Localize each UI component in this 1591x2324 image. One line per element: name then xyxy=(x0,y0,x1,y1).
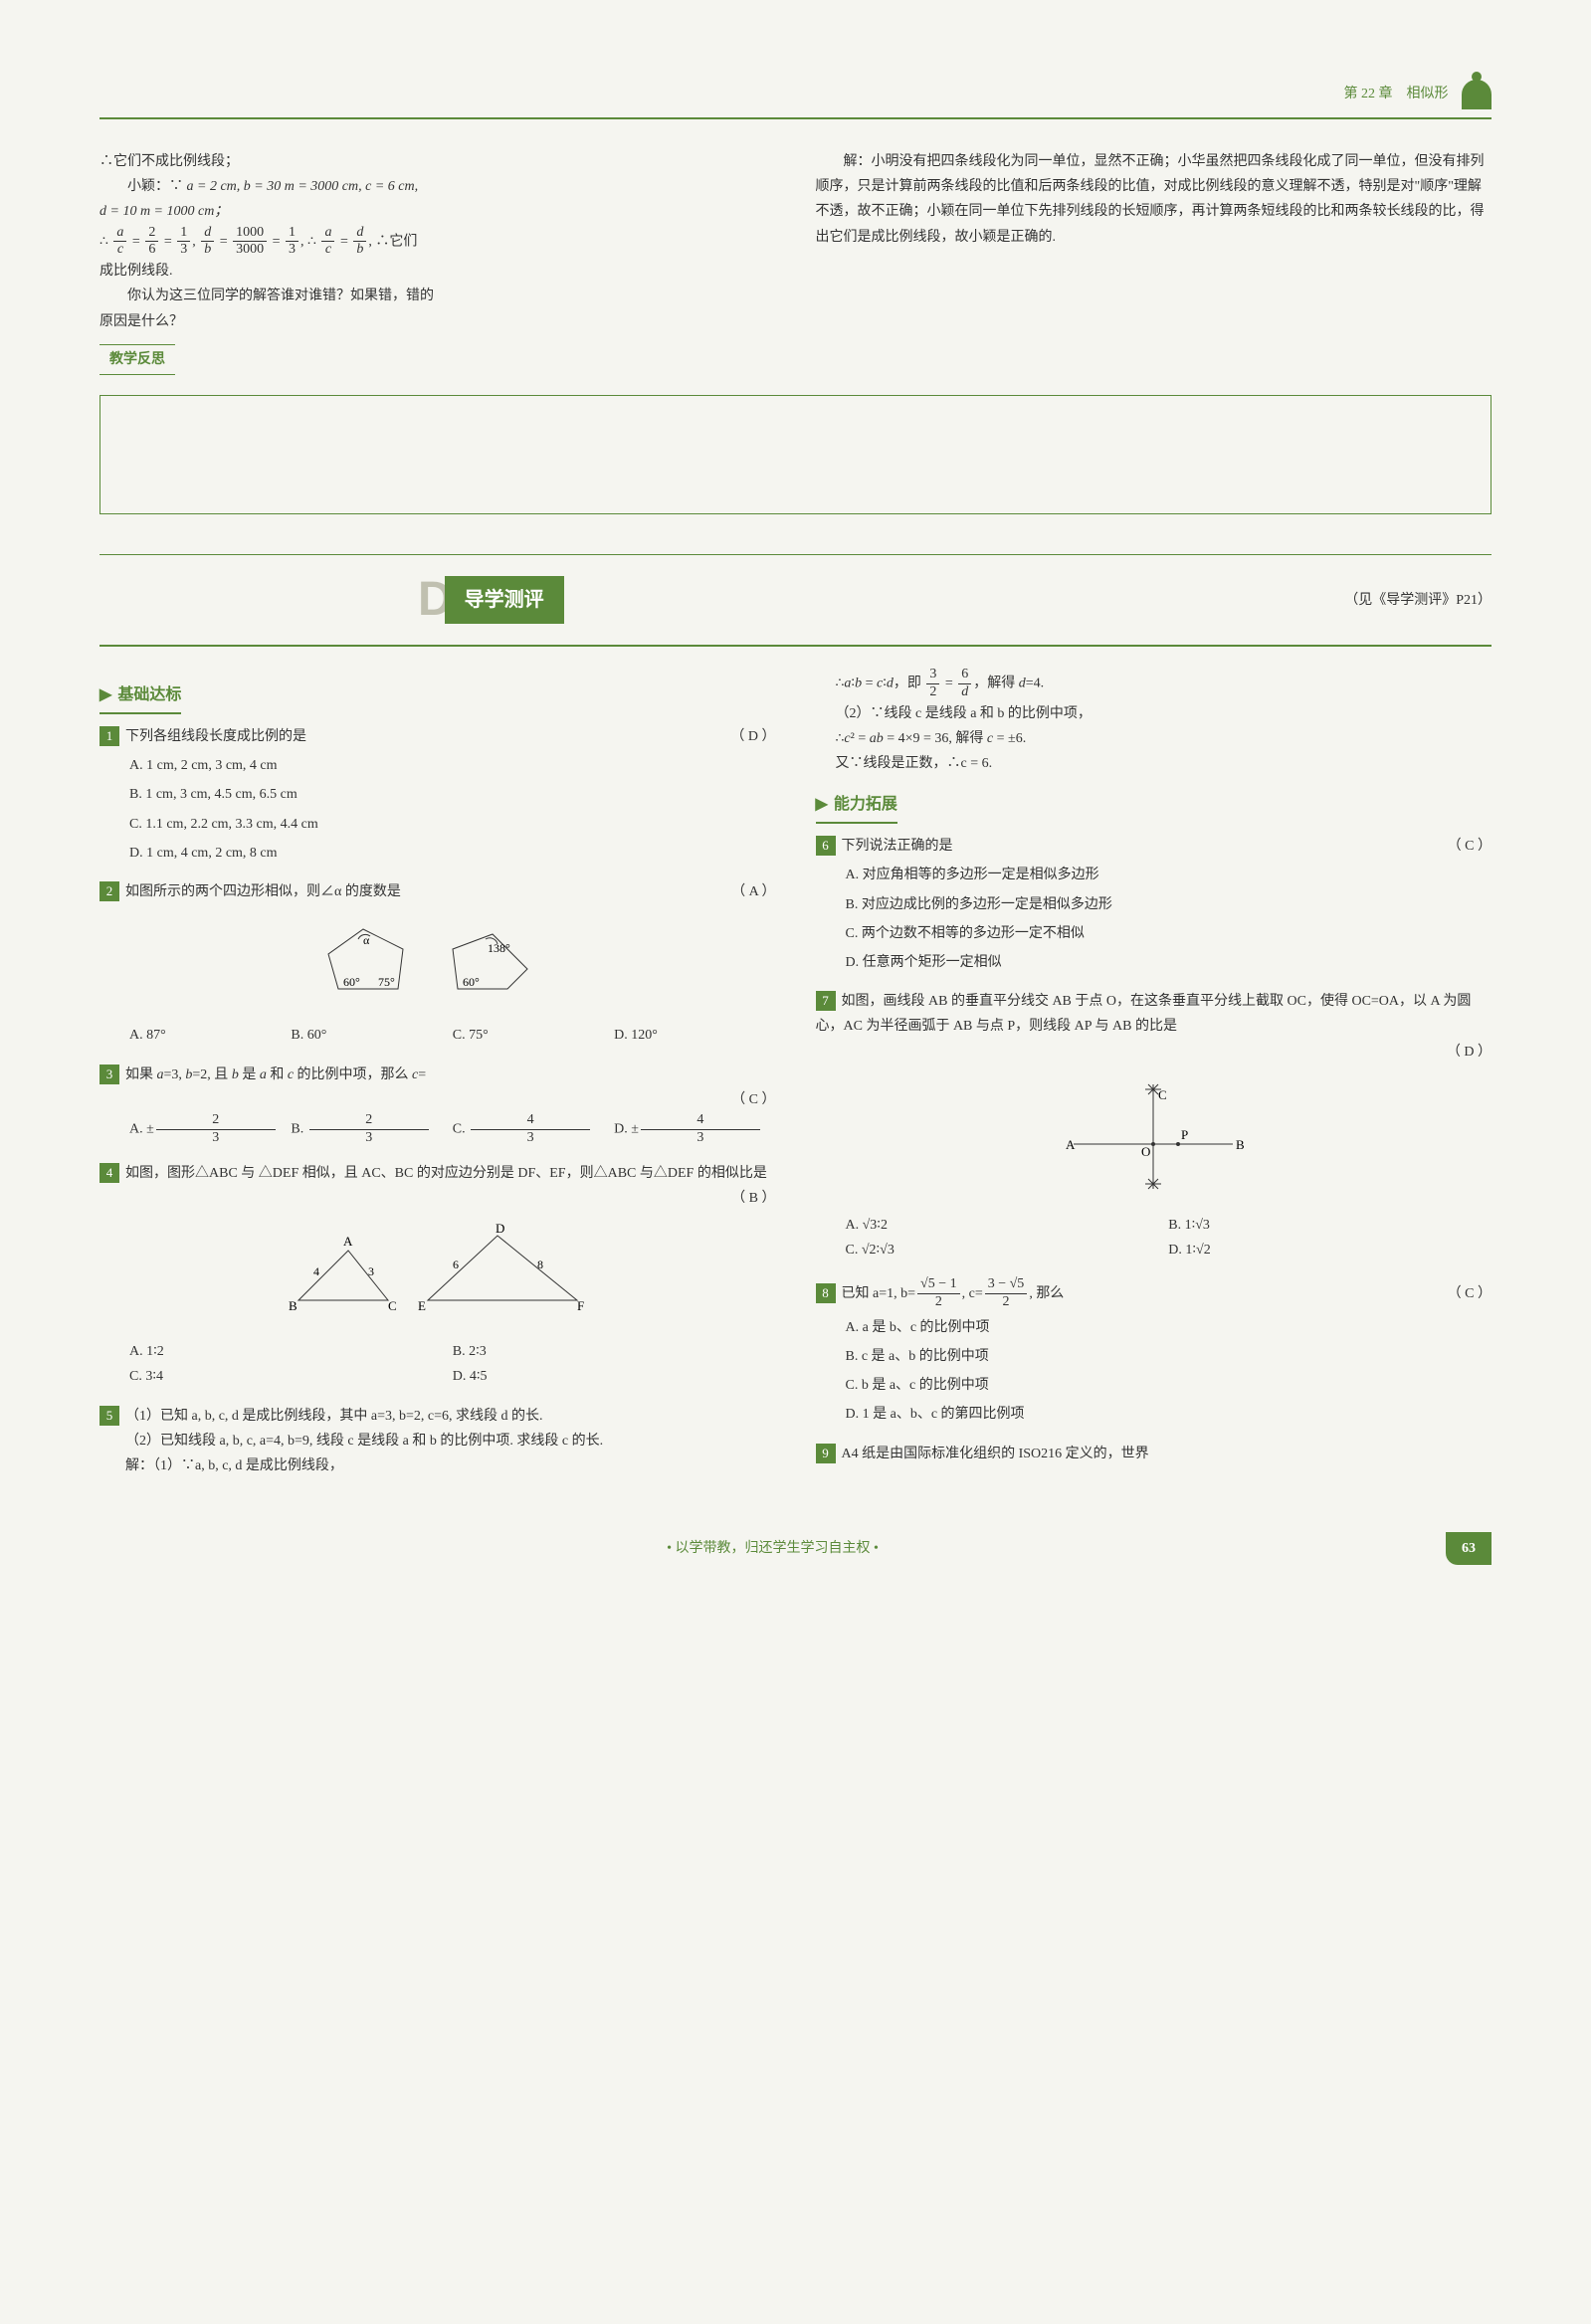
q4-opts: A. 1∶2 B. 2∶3 xyxy=(99,1339,776,1364)
tl-line5: 成比例线段. xyxy=(99,259,776,284)
banner-title: 导学测评 xyxy=(445,576,564,624)
svg-text:60°: 60° xyxy=(343,975,360,989)
tl-line3: d = 10 m = 1000 cm； xyxy=(99,199,776,224)
chapter-title: 第 22 章 相似形 xyxy=(1344,87,1449,101)
svg-text:6: 6 xyxy=(453,1258,459,1271)
q2: 2 如图所示的两个四边形相似，则∠α 的度数是 （ A ） 60° 75° α 1… xyxy=(99,879,776,1049)
svg-text:A: A xyxy=(1066,1137,1076,1152)
svg-text:75°: 75° xyxy=(378,975,395,989)
svg-text:3: 3 xyxy=(368,1264,374,1278)
footer: • 以学带教，归还学生学习自主权 • 63 xyxy=(99,1532,1492,1565)
q7-num: 7 xyxy=(816,991,836,1011)
reflection-box xyxy=(99,395,1492,514)
exercises: 基础达标 1 下列各组线段长度成比例的是 （ D ） A. 1 cm, 2 cm,… xyxy=(99,667,1492,1492)
q3-opts: A. ±23 B. 23 C. 43 D. ±43 xyxy=(99,1112,776,1147)
q9-num: 9 xyxy=(816,1444,836,1463)
section-banner: D 导学测评 （见《导学测评》P21） xyxy=(99,554,1492,647)
svg-text:B: B xyxy=(1236,1137,1245,1152)
q3-text: 如果 a=3, b=2, 且 b 是 a 和 c 的比例中项，那么 c= xyxy=(125,1067,426,1082)
q5-text2: （2）已知线段 a, b, c, a=4, b=9, 线段 c 是线段 a 和 … xyxy=(99,1429,776,1453)
q6: 6 下列说法正确的是 （ C ） A. 对应角相等的多边形一定是相似多边形 B. … xyxy=(816,834,1492,975)
q7-svg: A B C O P xyxy=(1054,1074,1253,1194)
svg-text:O: O xyxy=(1141,1144,1150,1159)
top-right-col: 解：小明没有把四条线段化为同一单位，显然不正确；小华虽然把四条线段化成了同一单位… xyxy=(816,149,1492,334)
q3: 3 如果 a=3, b=2, 且 b 是 a 和 c 的比例中项，那么 c= （ … xyxy=(99,1063,776,1147)
q3-num: 3 xyxy=(99,1065,119,1084)
q6-opts: A. 对应角相等的多边形一定是相似多边形 B. 对应边成比例的多边形一定是相似多… xyxy=(816,863,1492,975)
svg-text:A: A xyxy=(343,1234,353,1249)
svg-text:138°: 138° xyxy=(488,941,510,955)
q1-text: 下列各组线段长度成比例的是 xyxy=(125,729,306,744)
q5: 5 （1）已知 a, b, c, d 是成比例线段，其中 a=3, b=2, c=… xyxy=(99,1404,776,1479)
q4-num: 4 xyxy=(99,1163,119,1183)
q1: 1 下列各组线段长度成比例的是 （ D ） A. 1 cm, 2 cm, 3 cm… xyxy=(99,724,776,866)
heading-ability: 能力拓展 xyxy=(816,791,897,824)
q2-num: 2 xyxy=(99,881,119,901)
svg-text:4: 4 xyxy=(313,1264,319,1278)
q7-opts: A. √3∶2 B. 1∶√3 xyxy=(816,1213,1492,1238)
q8-answer: （ C ） xyxy=(1448,1281,1492,1306)
q4-text: 如图，图形△ABC 与 △DEF 相似，且 AC、BC 的对应边分别是 DF、E… xyxy=(125,1166,767,1181)
svg-text:B: B xyxy=(289,1298,298,1313)
left-col: 基础达标 1 下列各组线段长度成比例的是 （ D ） A. 1 cm, 2 cm,… xyxy=(99,667,776,1492)
q4-diagram: A B C 4 3 D E F 6 8 xyxy=(99,1221,776,1329)
svg-text:60°: 60° xyxy=(463,975,480,989)
svg-text:D: D xyxy=(496,1221,504,1236)
q8: 8已知 a=1, b=√5 − 12, c=3 − √52, 那么 （ C ） … xyxy=(816,1276,1492,1427)
svg-text:E: E xyxy=(418,1298,426,1313)
q5-sol: 解：（1）∵a, b, c, d 是成比例线段， xyxy=(99,1453,776,1478)
q1-num: 1 xyxy=(99,726,119,746)
q2-opts: A. 87° B. 60° C. 75° D. 120° xyxy=(99,1023,776,1048)
q7-diagram: A B C O P xyxy=(816,1074,1492,1203)
page-number: 63 xyxy=(1446,1532,1492,1565)
svg-text:C: C xyxy=(388,1298,397,1313)
q8-opts: A. a 是 b、c 的比例中项 B. c 是 a、b 的比例中项 C. b 是… xyxy=(816,1315,1492,1428)
q9: 9 A4 纸是由国际标准化组织的 ISO216 定义的，世界 xyxy=(816,1442,1492,1466)
tl-line7: 原因是什么？ xyxy=(99,309,776,334)
q4-answer: （ B ） xyxy=(99,1186,776,1211)
tl-line2: 小颖：∵ a = 2 cm, b = 30 m = 3000 cm, c = 6… xyxy=(99,174,776,199)
tr-solution: 解：小明没有把四条线段化为同一单位，显然不正确；小华虽然把四条线段化成了同一单位… xyxy=(816,149,1492,250)
banner-ref: （见《导学测评》P21） xyxy=(1344,588,1492,613)
q2-svg: 60° 75° α 138° 60° xyxy=(308,914,567,1004)
q5-text1: （1）已知 a, b, c, d 是成比例线段，其中 a=3, b=2, c=6… xyxy=(125,1409,543,1424)
q5-r2: （2）∵线段 c 是线段 a 和 b 的比例中项， xyxy=(816,701,1492,726)
right-col: ∴a∶b = c∶d，即 32 = 6d，解得 d=4. （2）∵线段 c 是线… xyxy=(816,667,1492,1492)
q5-r4: 又∵线段是正数，∴c = 6. xyxy=(816,751,1492,776)
q8-text: 已知 a=1, b=√5 − 12, c=3 − √52, 那么 xyxy=(842,1286,1065,1301)
svg-text:P: P xyxy=(1181,1127,1188,1142)
q7: 7如图，画线段 AB 的垂直平分线交 AB 于点 O，在这条垂直平分线上截取 O… xyxy=(816,989,1492,1262)
q6-answer: （ C ） xyxy=(1448,834,1492,859)
tl-line4: ∴ ac = 26 = 13, db = 10003000 = 13, ∴ ac… xyxy=(99,225,776,260)
q5-num: 5 xyxy=(99,1406,119,1426)
q6-text: 下列说法正确的是 xyxy=(842,839,953,854)
q1-opts: A. 1 cm, 2 cm, 3 cm, 4 cm B. 1 cm, 3 cm,… xyxy=(99,753,776,866)
tl-line6: 你认为这三位同学的解答谁对谁错？如果错，错的 xyxy=(99,284,776,308)
q1-answer: （ D ） xyxy=(730,724,775,749)
q3-answer: （ C ） xyxy=(99,1087,776,1112)
q7-answer: （ D ） xyxy=(816,1040,1492,1065)
tl-line1: ∴它们不成比例线段； xyxy=(99,149,776,174)
q2-answer: （ A ） xyxy=(731,879,775,904)
heading-basic: 基础达标 xyxy=(99,681,181,714)
svg-text:8: 8 xyxy=(537,1258,543,1271)
footer-motto: • 以学带教，归还学生学习自主权 • xyxy=(667,1536,879,1561)
q5-r3: ∴c² = ab = 4×9 = 36, 解得 c = ±6. xyxy=(816,726,1492,751)
q2-text: 如图所示的两个四边形相似，则∠α 的度数是 xyxy=(125,884,401,899)
q2-diagram: 60° 75° α 138° 60° xyxy=(99,914,776,1013)
leaf-icon xyxy=(1462,80,1492,109)
q6-num: 6 xyxy=(816,836,836,856)
q7-text: 如图，画线段 AB 的垂直平分线交 AB 于点 O，在这条垂直平分线上截取 OC… xyxy=(816,994,1472,1034)
q4: 4 如图，图形△ABC 与 △DEF 相似，且 AC、BC 的对应边分别是 DF、… xyxy=(99,1161,776,1390)
chapter-header: 第 22 章 相似形 xyxy=(99,80,1492,119)
top-left-col: ∴它们不成比例线段； 小颖：∵ a = 2 cm, b = 30 m = 300… xyxy=(99,149,776,334)
reflection-label: 教学反思 xyxy=(99,344,175,375)
svg-text:F: F xyxy=(577,1298,584,1313)
q8-num: 8 xyxy=(816,1283,836,1303)
q4-svg: A B C 4 3 D E F 6 8 xyxy=(279,1221,597,1320)
q9-text: A4 纸是由国际标准化组织的 ISO216 定义的，世界 xyxy=(842,1447,1149,1461)
q5-r1: ∴a∶b = c∶d，即 32 = 6d，解得 d=4. xyxy=(816,667,1492,701)
top-explanation: ∴它们不成比例线段； 小颖：∵ a = 2 cm, b = 30 m = 300… xyxy=(99,149,1492,334)
